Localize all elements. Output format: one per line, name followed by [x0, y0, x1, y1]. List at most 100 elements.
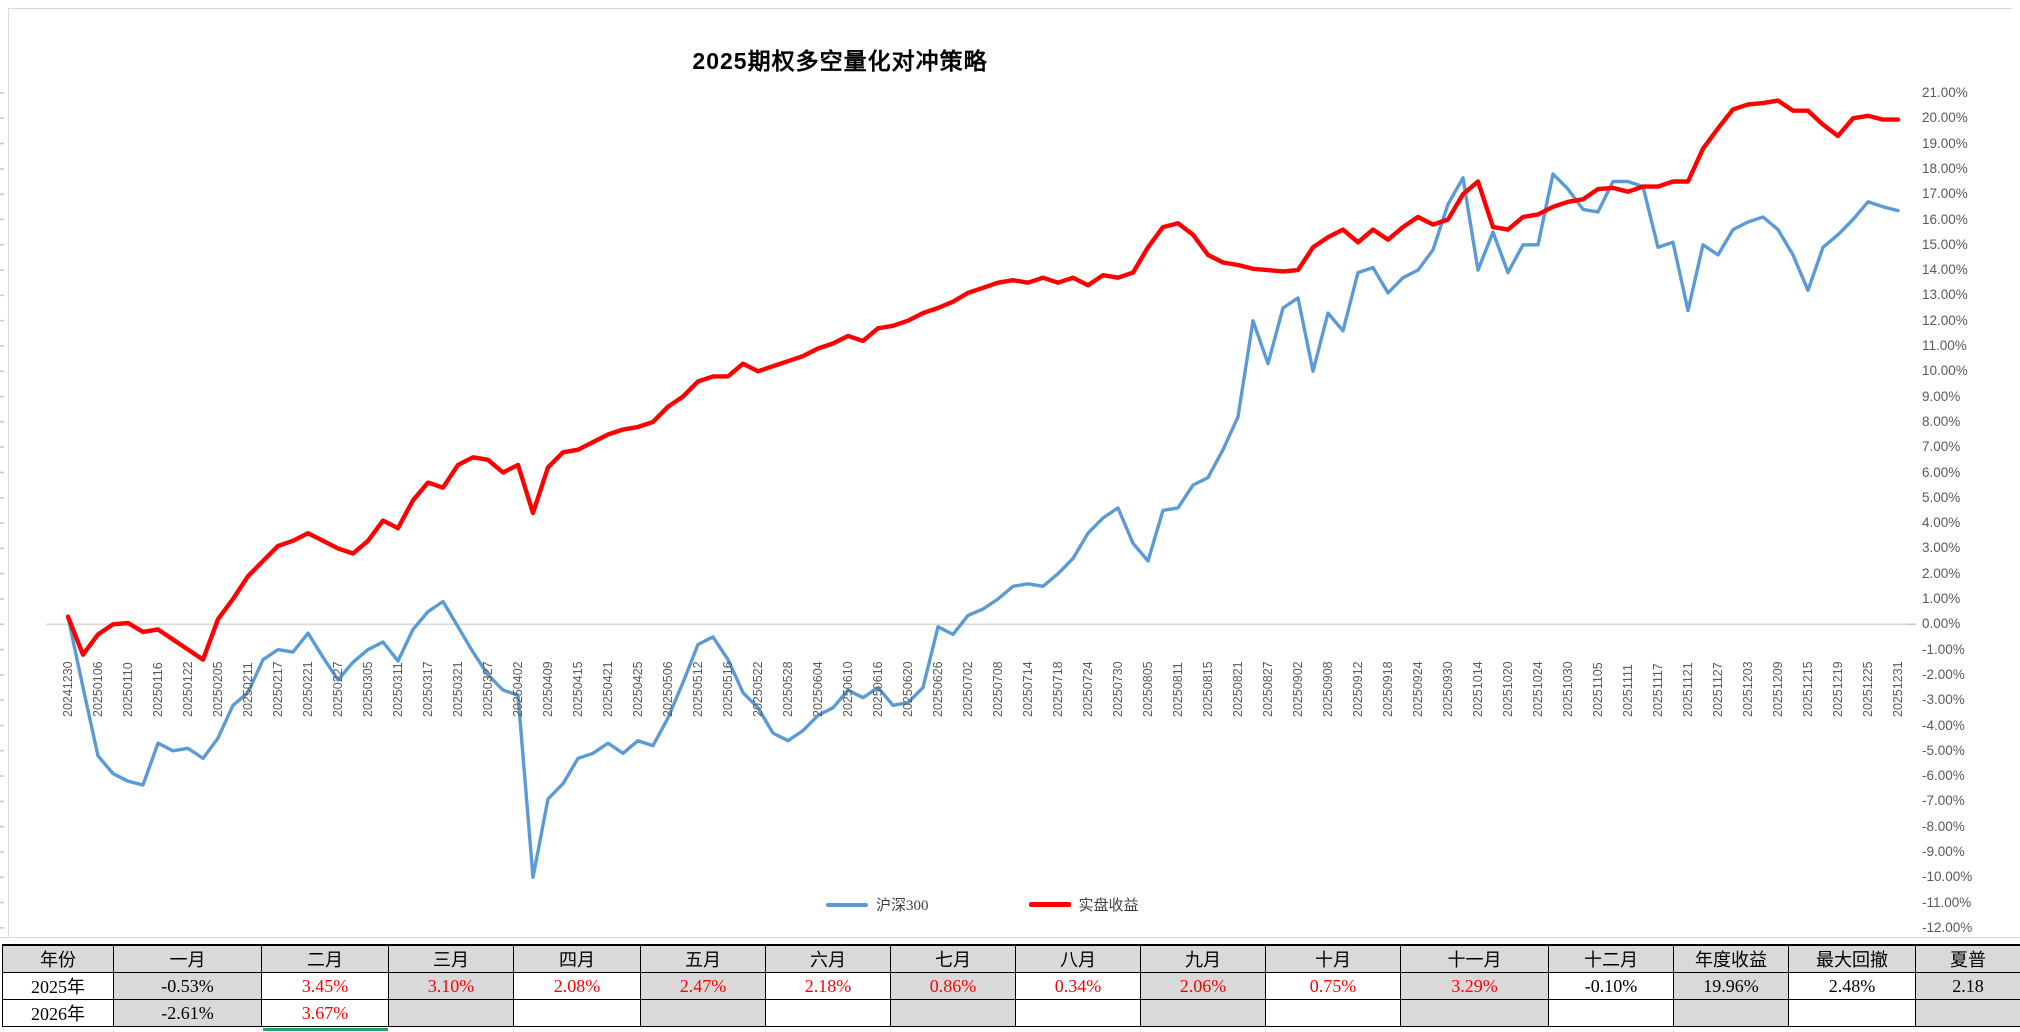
table-header-cell[interactable]: 十月 [1265, 944, 1401, 973]
table-cell[interactable] [1673, 999, 1789, 1027]
table-cell[interactable]: 3.67% [261, 999, 389, 1027]
table-header-cell[interactable]: 一月 [113, 944, 262, 973]
table-cell[interactable] [1548, 999, 1674, 1027]
x-axis-label: 20241230 [61, 661, 75, 717]
x-axis-label: 20250610 [841, 661, 855, 717]
table-header-cell[interactable]: 夏普 [1915, 944, 2020, 973]
y-axis-tick [0, 193, 4, 195]
x-axis-label: 20250924 [1411, 661, 1425, 717]
table-cell[interactable] [1400, 999, 1549, 1027]
table-header-cell[interactable]: 九月 [1140, 944, 1266, 973]
y-axis-label: -5.00% [1922, 742, 1965, 758]
x-axis-label: 20250512 [691, 661, 705, 717]
y-axis-label: 10.00% [1922, 363, 1968, 379]
table-cell[interactable]: -2.61% [113, 999, 262, 1027]
table-cell[interactable] [1788, 999, 1916, 1027]
table-cell[interactable]: 2.47% [640, 972, 766, 1000]
table-cell[interactable]: 2.06% [1140, 972, 1266, 1000]
table-cell[interactable]: 2025年 [2, 972, 114, 1000]
y-axis-label: 9.00% [1922, 388, 1961, 404]
x-axis-label: 20250821 [1231, 661, 1245, 717]
x-axis-label: 20250221 [301, 661, 315, 717]
x-axis-label: 20250327 [481, 661, 495, 717]
y-axis-label: 3.00% [1922, 540, 1961, 556]
x-axis-label: 20250604 [811, 661, 825, 717]
table-cell[interactable] [1140, 999, 1266, 1027]
x-axis-label: 20250620 [901, 661, 915, 717]
y-axis-tick [0, 699, 4, 701]
x-axis-label: 20250902 [1291, 661, 1305, 717]
table-header-cell[interactable]: 最大回撤 [1788, 944, 1916, 973]
table-cell[interactable] [1015, 999, 1141, 1027]
chart-legend: 沪深300 实盘收益 [826, 894, 1139, 915]
x-axis-label: 20251203 [1741, 661, 1755, 717]
table-header-cell[interactable]: 年份 [2, 944, 114, 973]
table-cell[interactable]: 19.96% [1673, 972, 1789, 1000]
table-header-cell[interactable]: 十二月 [1548, 944, 1674, 973]
series-line-strategy [65, 98, 1901, 662]
line-chart-plot-area[interactable] [0, 0, 2020, 944]
y-axis-tick [0, 142, 4, 145]
x-axis-label: 20250122 [181, 661, 195, 717]
table-cell[interactable]: 3.29% [1400, 972, 1549, 1000]
table-cell[interactable] [765, 999, 891, 1027]
x-axis-label: 20250528 [781, 661, 795, 717]
legend-item-strategy[interactable]: 实盘收益 [1028, 894, 1139, 915]
table-cell[interactable] [1265, 999, 1401, 1027]
table-header-cell[interactable]: 十一月 [1400, 944, 1549, 973]
x-axis-label: 20250516 [721, 661, 735, 717]
y-axis-tick [0, 724, 4, 727]
x-axis-label: 20250616 [871, 661, 885, 717]
table-cell[interactable]: -0.10% [1548, 972, 1674, 1000]
table-cell[interactable]: 3.10% [388, 972, 514, 1000]
y-axis-tick [0, 623, 4, 625]
table-cell[interactable] [640, 999, 766, 1027]
y-axis-label: -11.00% [1922, 894, 1972, 910]
table-cell[interactable] [890, 999, 1016, 1027]
table-cell[interactable] [1915, 999, 2020, 1027]
x-axis-label: 20250918 [1381, 661, 1395, 717]
x-axis-label: 20250730 [1111, 661, 1125, 717]
legend-item-csi300[interactable]: 沪深300 [826, 894, 929, 915]
table-cell[interactable]: 0.34% [1015, 972, 1141, 1000]
x-axis-label: 20250522 [751, 661, 765, 717]
y-axis-label: 18.00% [1922, 160, 1968, 176]
table-header-cell[interactable]: 六月 [765, 944, 891, 973]
table-header-cell[interactable]: 三月 [388, 944, 514, 973]
y-axis-tick [0, 168, 4, 170]
x-axis-label: 20250702 [961, 661, 975, 717]
y-axis-tick [0, 674, 4, 676]
table-header-cell[interactable]: 八月 [1015, 944, 1141, 973]
selected-cell-marker[interactable] [263, 1028, 388, 1031]
table-cell[interactable]: 2.08% [513, 972, 641, 1000]
y-axis-label: 2.00% [1922, 565, 1961, 581]
table-cell[interactable]: -0.53% [113, 972, 262, 1000]
table-cell[interactable] [513, 999, 641, 1027]
x-axis-label: 20250714 [1021, 661, 1035, 717]
y-axis-label: 1.00% [1922, 591, 1961, 606]
y-axis-label: 8.00% [1922, 413, 1961, 429]
x-axis-label: 20250912 [1351, 661, 1365, 717]
table-header-cell[interactable]: 二月 [261, 944, 389, 973]
table-cell[interactable]: 2026年 [2, 999, 114, 1027]
y-axis-tick [0, 547, 4, 550]
x-axis-label: 20250217 [271, 661, 285, 717]
table-cell[interactable]: 3.45% [261, 972, 389, 1000]
table-header-cell[interactable]: 四月 [513, 944, 641, 973]
x-axis-label: 20251014 [1471, 661, 1485, 717]
table-cell[interactable] [388, 999, 514, 1027]
table-cell[interactable]: 0.86% [890, 972, 1016, 1000]
y-axis-tick [0, 92, 4, 94]
table-header-cell[interactable]: 年度收益 [1673, 944, 1789, 973]
x-axis-label: 20250724 [1081, 661, 1095, 717]
y-axis-tick [0, 522, 4, 524]
table-header-cell[interactable]: 七月 [890, 944, 1016, 973]
table-cell[interactable]: 2.48% [1788, 972, 1916, 1000]
x-axis-label: 20250317 [421, 661, 435, 717]
table-header-cell[interactable]: 五月 [640, 944, 766, 973]
y-axis-tick [0, 294, 4, 297]
table-cell[interactable]: 2.18 [1915, 972, 2020, 1000]
table-cell[interactable]: 0.75% [1265, 972, 1401, 1000]
table-cell[interactable]: 2.18% [765, 972, 891, 1000]
x-axis-label: 20250718 [1051, 661, 1065, 717]
